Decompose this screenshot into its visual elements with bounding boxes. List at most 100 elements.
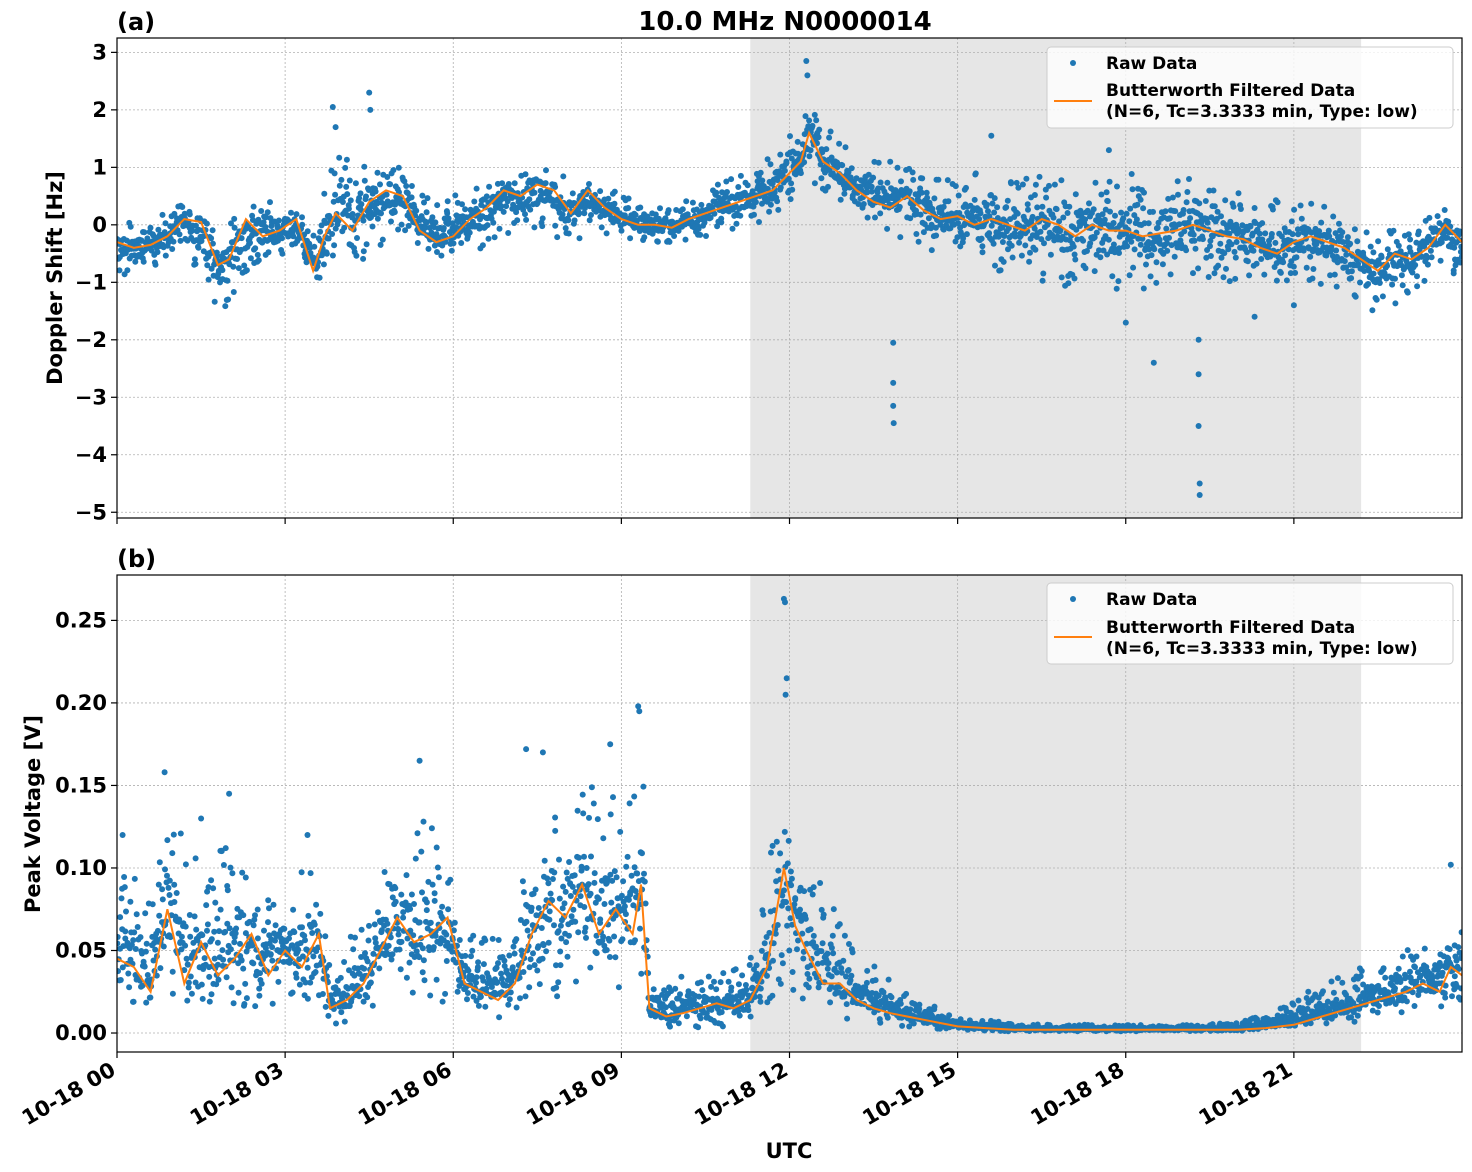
raw-point <box>1071 251 1078 258</box>
raw-outlier-point <box>803 58 810 64</box>
raw-point <box>404 935 411 942</box>
raw-point <box>310 232 317 239</box>
raw-point <box>1457 259 1462 266</box>
raw-point <box>1376 280 1383 286</box>
raw-outlier-point <box>1122 319 1129 326</box>
raw-point <box>767 161 774 168</box>
raw-point <box>631 864 638 871</box>
raw-point <box>735 981 742 988</box>
raw-point <box>477 993 484 1000</box>
raw-point <box>475 959 482 966</box>
raw-point <box>423 220 430 227</box>
raw-point <box>1153 259 1160 266</box>
raw-point <box>1456 228 1462 235</box>
raw-point <box>593 950 600 957</box>
raw-point <box>641 234 648 241</box>
raw-point <box>361 965 368 972</box>
raw-point <box>638 970 645 977</box>
raw-point <box>398 891 405 898</box>
raw-point <box>571 872 578 879</box>
y-tick-label: −5 <box>75 500 107 524</box>
raw-point <box>505 230 512 236</box>
raw-point <box>134 924 141 930</box>
raw-point <box>322 1003 329 1010</box>
raw-point <box>566 932 572 939</box>
raw-point <box>228 984 235 991</box>
raw-point <box>381 869 388 875</box>
raw-point <box>1131 212 1138 219</box>
raw-point <box>607 871 614 878</box>
raw-point <box>192 855 199 862</box>
raw-point <box>1187 215 1194 222</box>
raw-point <box>205 276 212 283</box>
raw-point <box>751 211 757 218</box>
raw-point <box>591 870 598 877</box>
raw-point <box>1105 236 1112 243</box>
raw-point <box>827 128 834 135</box>
raw-point <box>747 954 754 961</box>
raw-point <box>166 892 173 898</box>
raw-point <box>361 177 368 184</box>
raw-point <box>504 198 511 205</box>
raw-point <box>338 176 345 183</box>
raw-point <box>216 928 223 935</box>
raw-point <box>326 962 333 968</box>
raw-point <box>339 199 346 205</box>
raw-point <box>802 113 809 120</box>
raw-point <box>177 237 184 244</box>
raw-point <box>351 972 358 979</box>
raw-point <box>872 214 878 221</box>
raw-point <box>545 880 552 887</box>
raw-point <box>531 189 538 196</box>
raw-point <box>403 183 410 189</box>
raw-point <box>298 869 305 876</box>
raw-point <box>297 940 304 946</box>
raw-point <box>171 881 178 888</box>
raw-point <box>784 860 791 867</box>
raw-point <box>864 214 871 221</box>
raw-point <box>1293 254 1300 261</box>
y-tick-label: 1 <box>92 155 107 179</box>
raw-point <box>505 181 512 187</box>
raw-point <box>375 909 381 916</box>
raw-point <box>1250 247 1257 254</box>
raw-point <box>159 896 166 903</box>
raw-point <box>624 853 631 860</box>
raw-point <box>882 997 889 1003</box>
raw-point <box>770 957 776 964</box>
raw-point <box>428 825 435 832</box>
raw-point <box>1310 266 1317 272</box>
raw-point <box>1272 239 1279 246</box>
raw-point <box>369 223 376 230</box>
raw-point <box>247 239 253 246</box>
raw-point <box>985 208 991 215</box>
raw-point <box>853 175 860 182</box>
raw-point <box>1110 220 1117 226</box>
raw-point <box>528 904 535 911</box>
raw-point <box>189 227 196 234</box>
raw-point <box>742 982 749 988</box>
raw-point <box>125 970 132 977</box>
raw-point <box>1218 254 1225 261</box>
raw-point <box>683 198 690 205</box>
raw-point <box>1333 247 1340 254</box>
raw-point <box>747 1013 754 1020</box>
raw-point <box>884 1014 891 1021</box>
raw-point <box>1384 246 1391 253</box>
raw-point <box>1123 210 1130 217</box>
raw-point <box>126 984 133 991</box>
raw-point <box>372 188 379 195</box>
raw-point <box>817 880 824 886</box>
raw-point <box>885 976 892 983</box>
raw-point <box>231 939 238 946</box>
raw-point <box>419 889 425 896</box>
raw-point <box>1365 281 1372 287</box>
raw-point <box>325 235 332 242</box>
raw-point <box>807 926 814 933</box>
raw-point <box>473 979 479 986</box>
raw-point <box>714 223 721 230</box>
raw-point <box>1261 271 1268 278</box>
raw-point <box>383 191 390 198</box>
raw-point <box>433 976 440 983</box>
raw-point <box>587 890 594 897</box>
